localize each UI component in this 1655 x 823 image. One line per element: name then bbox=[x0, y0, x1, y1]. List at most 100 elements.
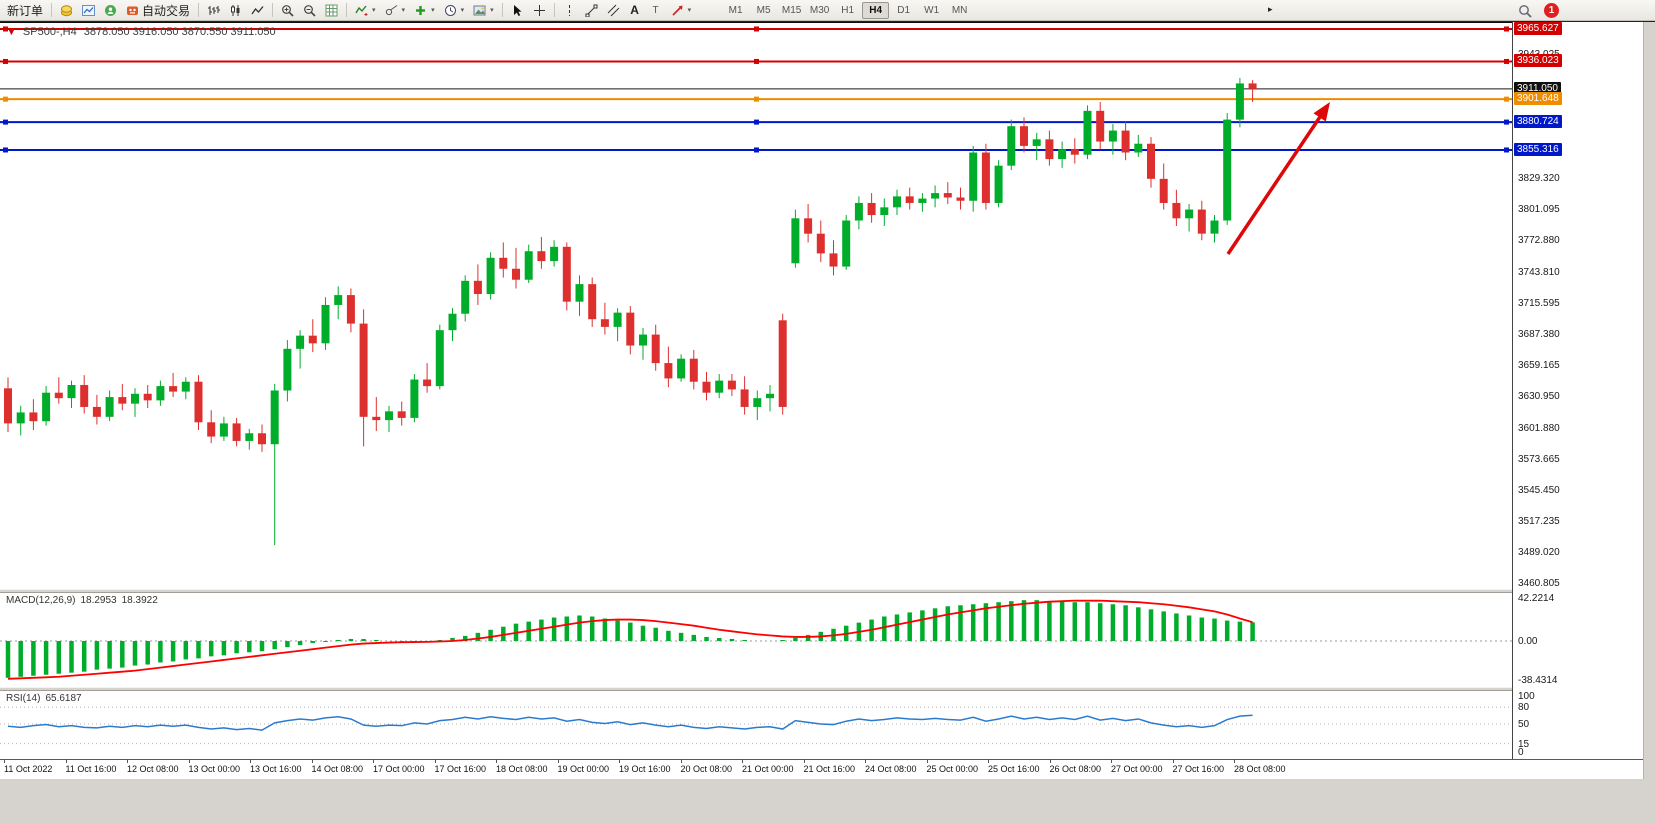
rsi-pane[interactable] bbox=[0, 691, 1512, 757]
candle-body bbox=[92, 406, 101, 417]
crosshair-button[interactable] bbox=[529, 1, 550, 20]
timeframe-h4-button[interactable]: H4 bbox=[862, 1, 890, 19]
axis-price-label: 100 bbox=[1518, 691, 1535, 702]
line-handle[interactable] bbox=[3, 26, 8, 32]
line-handle[interactable] bbox=[3, 119, 8, 125]
line-handle[interactable] bbox=[754, 26, 759, 32]
line-handle[interactable] bbox=[1504, 119, 1509, 125]
candle-body bbox=[1020, 126, 1028, 146]
text-tool-button[interactable]: A bbox=[625, 1, 645, 20]
trend-arrow-head[interactable] bbox=[1313, 102, 1330, 122]
timeframe-m15-button[interactable]: M15 bbox=[778, 2, 805, 19]
bar-chart-button[interactable] bbox=[203, 1, 224, 20]
line-handle[interactable] bbox=[3, 147, 8, 153]
candle-body bbox=[1007, 126, 1016, 166]
trendline-tool-button[interactable] bbox=[581, 1, 602, 20]
line-handle[interactable] bbox=[754, 58, 759, 64]
toolbar-separator bbox=[51, 3, 53, 17]
candle-body bbox=[67, 385, 76, 399]
candle-body bbox=[397, 411, 406, 418]
candle-body bbox=[1185, 209, 1194, 219]
tile-windows-button[interactable] bbox=[321, 1, 342, 20]
timeframe-m5-button[interactable]: M5 bbox=[750, 2, 777, 19]
candle-body bbox=[105, 397, 114, 417]
clock-icon bbox=[444, 4, 456, 16]
timeframe-w1-button[interactable]: W1 bbox=[918, 2, 945, 19]
dropdown-arrow-icon: ▾ bbox=[372, 7, 376, 14]
auto-trading-button[interactable]: 自动交易 bbox=[122, 1, 194, 20]
line-handle[interactable] bbox=[3, 96, 8, 102]
add-chart-icon bbox=[416, 5, 426, 15]
timeframe-mn-button[interactable]: MN bbox=[946, 2, 973, 19]
zoom-out-button[interactable] bbox=[299, 1, 320, 20]
line-chart-button[interactable] bbox=[247, 1, 268, 20]
vertical-line-tool-button[interactable] bbox=[559, 1, 580, 20]
line-handle[interactable] bbox=[1504, 96, 1509, 102]
candle-body bbox=[816, 233, 825, 254]
axis-price-label: 3601.880 bbox=[1518, 422, 1560, 434]
add-chart-button[interactable]: ▾ bbox=[410, 1, 439, 20]
timeframe-d1-button[interactable]: D1 bbox=[890, 2, 917, 19]
line-handle[interactable] bbox=[1504, 26, 1509, 32]
arrows-tool-button[interactable]: ▾ bbox=[667, 1, 696, 20]
line-handle[interactable] bbox=[3, 58, 8, 64]
candle-body bbox=[156, 386, 165, 401]
timeframe-m1-button[interactable]: M1 bbox=[722, 2, 749, 19]
search-button[interactable] bbox=[1514, 1, 1536, 20]
snapshot-icon bbox=[473, 5, 486, 15]
label-tool-button[interactable]: T bbox=[646, 1, 666, 20]
rsi-line bbox=[7, 714, 1253, 731]
candle-body bbox=[854, 202, 863, 221]
time-label: 14 Oct 08:00 bbox=[311, 759, 364, 774]
price-line-badge: 3911.050 bbox=[1514, 81, 1561, 95]
candle-body bbox=[512, 268, 520, 280]
timeframe-h1-button[interactable]: H1 bbox=[834, 2, 861, 19]
snapshot-button[interactable]: ▾ bbox=[469, 1, 498, 20]
candle-body bbox=[689, 358, 698, 382]
pane-splitter[interactable] bbox=[0, 589, 1643, 593]
accounts-icon bbox=[61, 4, 73, 16]
timeframe-toolbar: M1 M5 M15 M30 H1 H4 D1 W1 MN bbox=[722, 1, 973, 19]
community-button[interactable] bbox=[100, 1, 121, 20]
candle-chart-button[interactable] bbox=[225, 1, 246, 20]
time-label: 25 Oct 16:00 bbox=[988, 759, 1040, 774]
price-line-badge: 3880.724 bbox=[1514, 115, 1562, 129]
time-axis[interactable]: 11 Oct 2022 11 Oct 16:00 12 Oct 08:00 13 Oc… bbox=[0, 759, 1643, 779]
line-handle[interactable] bbox=[1504, 147, 1509, 153]
charts-window-button[interactable] bbox=[78, 1, 99, 20]
axis-price-label: 3630.950 bbox=[1518, 391, 1560, 403]
objects-icon bbox=[385, 4, 397, 15]
pane-splitter[interactable] bbox=[0, 687, 1643, 691]
time-label: 12 Oct 08:00 bbox=[127, 759, 179, 774]
macd-label: MACD(12,26,9) 18.2953 18.3922 bbox=[6, 595, 158, 606]
toolbar-overflow-icon[interactable]: ▸ bbox=[1268, 4, 1273, 14]
line-handle[interactable] bbox=[754, 147, 759, 153]
cursor-button[interactable] bbox=[507, 1, 528, 20]
timeframe-m30-button[interactable]: M30 bbox=[806, 2, 833, 19]
channel-tool-button[interactable] bbox=[603, 1, 624, 20]
line-handle[interactable] bbox=[754, 96, 759, 102]
period-button[interactable]: ▾ bbox=[440, 1, 469, 20]
accounts-button[interactable] bbox=[56, 1, 77, 20]
candle-body bbox=[372, 416, 381, 421]
line-handle[interactable] bbox=[1504, 58, 1509, 64]
notification-badge[interactable]: 1 bbox=[1544, 3, 1559, 18]
candle-body bbox=[1159, 178, 1168, 203]
candle-body bbox=[956, 197, 965, 201]
macd-pane[interactable] bbox=[0, 593, 1512, 687]
line-chart-icon bbox=[251, 5, 264, 14]
line-handle[interactable] bbox=[754, 119, 759, 125]
candle-body bbox=[232, 423, 241, 441]
zoom-in-button[interactable] bbox=[277, 1, 298, 20]
new-order-button[interactable]: 新订单 bbox=[3, 1, 47, 20]
objects-button[interactable]: ▾ bbox=[381, 1, 410, 20]
candle-body bbox=[829, 253, 838, 267]
price-axis[interactable]: 3943.025 3829.320 3801.095 3772.880 3743.810… bbox=[1512, 22, 1643, 759]
candle-body bbox=[448, 313, 457, 331]
time-label: 21 Oct 00:00 bbox=[742, 759, 794, 774]
main-chart[interactable] bbox=[0, 22, 1512, 589]
macd-main-value: 18.2953 bbox=[80, 595, 117, 606]
indicators-button[interactable]: ▾ bbox=[351, 1, 380, 20]
macd-signal-line bbox=[7, 599, 1253, 680]
trend-arrow[interactable] bbox=[1226, 107, 1327, 255]
